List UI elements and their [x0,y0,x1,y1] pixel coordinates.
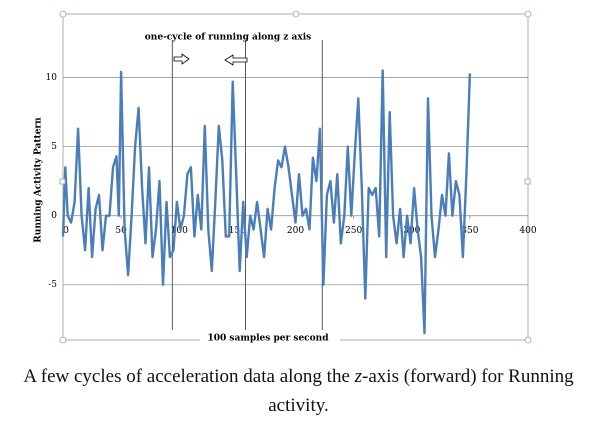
y-tick-label: -5 [48,280,57,290]
x-tick-label: 50 [115,226,127,236]
caption-italic: z [354,366,363,387]
y-tick-label: 0 [51,211,57,221]
x-tick-label: 350 [461,226,478,236]
x-tick-label: 0 [63,226,69,236]
x-tick-label: 200 [287,226,304,236]
x-tick-label: 100 [171,226,188,236]
y-axis-label: Running Activity Pattern [34,117,44,243]
data-line [61,69,472,335]
y-tick-label: 5 [51,142,57,152]
arrow-right [173,53,190,65]
marks [61,69,472,335]
caption-text: A few cycles of acceleration data along … [23,366,355,387]
x-tick-label: 250 [345,226,362,236]
x-label-bg [200,331,340,345]
caption: A few cycles of acceleration data along … [10,362,587,420]
arrow-left [224,54,248,66]
caption-text: -axis (forward) for Running activity. [268,366,574,416]
x-axis-label: 100 samples per second [208,334,330,344]
y-tick-label: 10 [46,73,58,83]
chart-title: one-cycle of running along z axis [145,33,311,43]
handles [59,10,532,344]
x-tick-label: 400 [519,226,536,236]
